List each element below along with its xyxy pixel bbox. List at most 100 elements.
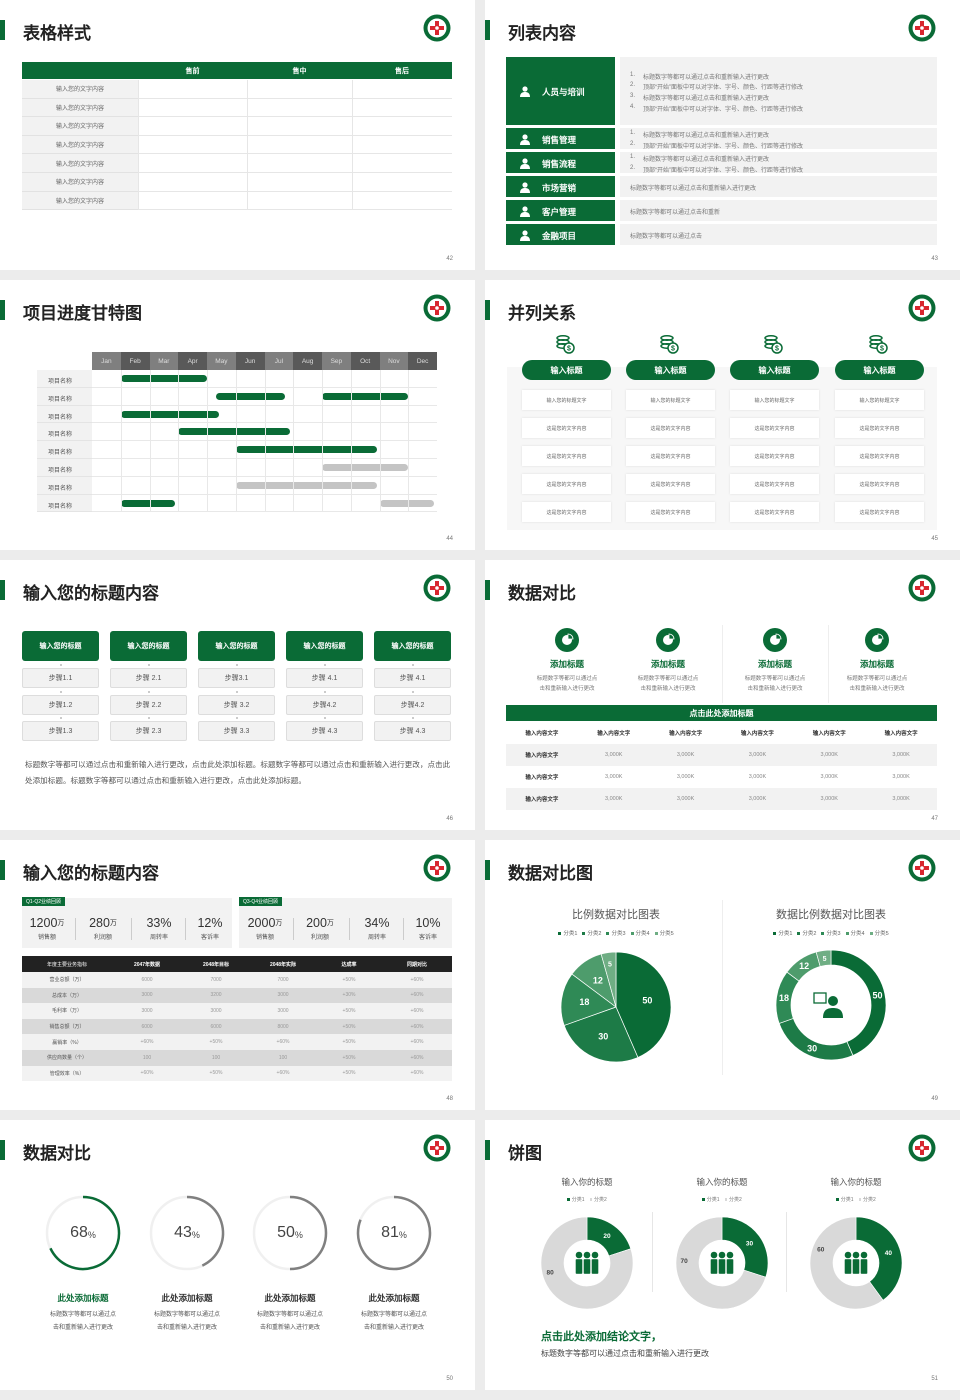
column-cell: 这是您的文字内容 (835, 446, 924, 466)
list-item-2[interactable]: 销售管理 (506, 128, 615, 149)
gantt-bar[interactable] (120, 410, 219, 418)
gantt-bar[interactable] (379, 499, 435, 507)
kpi-label: 销售额 (37, 935, 56, 941)
step-column-header[interactable]: 输入您的标题 (198, 631, 275, 661)
table-cell[interactable] (247, 98, 352, 118)
legend-item: 分类2 (582, 929, 601, 937)
table-cell[interactable] (352, 117, 452, 136)
data-label: 60 (817, 1246, 825, 1253)
icon-body (520, 235, 530, 241)
gantt-bar[interactable] (235, 446, 377, 454)
kpi-value: 34% (347, 915, 407, 931)
step-box[interactable]: 步骤1.3 (22, 721, 99, 741)
step-box[interactable]: 步骤 4.3 (286, 721, 363, 741)
column-title-pill[interactable]: 输入标题 (835, 360, 924, 380)
table-cell[interactable] (138, 135, 247, 155)
table-cell: 毛利率（万） (51, 1008, 82, 1015)
list-item-3[interactable]: 销售流程 (506, 152, 615, 173)
dollar-sign: $ (775, 346, 779, 353)
list-item-6[interactable]: 金融项目 (506, 224, 615, 245)
step-box[interactable]: 步骤 2.3 (110, 721, 187, 741)
chart-slice (600, 951, 617, 1008)
step-box[interactable]: 步骤1.2 (22, 694, 99, 715)
step-box[interactable]: 步骤 4.1 (286, 668, 363, 688)
step-box[interactable]: 步骤 4.1 (374, 668, 451, 688)
table-cell[interactable] (247, 154, 352, 173)
step-box[interactable]: 步骤4.2 (374, 694, 451, 715)
step-column-header[interactable]: 输入您的标题 (374, 631, 451, 661)
feature-desc: 标题数字等都可以通过点 (637, 675, 699, 682)
table-row (506, 766, 937, 788)
table-cell: +60% (276, 1070, 290, 1077)
gantt-grid-line (264, 370, 266, 513)
legend-item: 分类2 (858, 1196, 876, 1203)
gantt-row-label: 项目名称 (37, 370, 92, 388)
title-accent-bar (0, 1140, 5, 1160)
column-title-pill[interactable]: 输入标题 (626, 360, 715, 380)
gantt-bar[interactable] (235, 481, 377, 489)
step-box[interactable]: 步骤 3.2 (198, 694, 275, 715)
gantt-bar[interactable] (120, 499, 176, 507)
coins-icon: $ (869, 335, 888, 354)
table-cell[interactable] (352, 135, 452, 155)
icon-pie-slice (877, 633, 884, 640)
column-title-pill[interactable]: 输入标题 (730, 360, 819, 380)
recycle-icon-glyph (520, 157, 530, 169)
hospital-logo (423, 574, 451, 602)
table-cell[interactable] (352, 154, 452, 173)
step-column-header[interactable]: 输入您的标题 (110, 631, 187, 661)
list-item-content: 1. 标题数字等都可以通过点击和重新输入进行更改 2. 顶部“开始”面板中可以对字体、… (620, 152, 937, 174)
table-cell[interactable] (138, 117, 247, 136)
table-cell[interactable] (247, 80, 352, 99)
table-cell[interactable] (138, 191, 247, 211)
gantt-bar[interactable] (178, 428, 291, 436)
gantt-row-label: 项目名称 (37, 494, 92, 513)
ring-desc: 标题数字等都可以通过点 (256, 1311, 323, 1318)
table-cell: 总成本（万） (51, 992, 82, 999)
banner-title[interactable]: 点击此处添加标题 (506, 705, 937, 721)
gantt-bar[interactable] (322, 392, 409, 400)
table-cell: 管理效率（%） (49, 1070, 85, 1077)
table-cell[interactable] (247, 173, 352, 192)
step-box[interactable]: 步骤 4.3 (374, 721, 451, 741)
list-item-1[interactable]: 人员与培训 (506, 57, 615, 125)
ring-number: 50 (277, 1224, 295, 1241)
legend-label: 分类5 (659, 931, 674, 937)
step-box[interactable]: 步骤 3.3 (198, 721, 275, 741)
table-cell: +60% (140, 1039, 154, 1046)
step-box[interactable]: 步骤1.1 (22, 668, 99, 688)
step-column-header[interactable]: 输入您的标题 (286, 631, 363, 661)
table-cell[interactable] (138, 98, 247, 118)
list-item-label: 销售流程 (542, 158, 577, 169)
step-column-header[interactable]: 输入您的标题 (22, 631, 99, 661)
table-cell[interactable] (138, 173, 247, 192)
table-cell: 3,000K (676, 752, 695, 758)
step-box[interactable]: 步骤3.1 (198, 668, 275, 688)
ring-title: 此处添加标题 (161, 1293, 213, 1303)
table-cell[interactable] (352, 98, 452, 118)
table-cell[interactable] (247, 135, 352, 155)
table-cell[interactable] (247, 117, 352, 136)
gantt-bar[interactable] (215, 392, 285, 400)
gantt-bar[interactable] (322, 464, 409, 471)
table-cell[interactable] (138, 154, 247, 173)
step-box[interactable]: 步骤 2.1 (110, 668, 187, 688)
connector-dot (148, 664, 150, 666)
column-title-pill[interactable]: 输入标题 (522, 360, 611, 380)
list-item-5[interactable]: 客户管理 (506, 200, 615, 221)
step-box[interactable]: 步骤4.2 (286, 694, 363, 715)
step-box[interactable]: 步骤 2.2 (110, 694, 187, 715)
table-cell: 3,000K (605, 774, 623, 780)
table-cell[interactable] (352, 173, 452, 192)
table-cell[interactable] (247, 191, 352, 211)
table-cell[interactable] (352, 191, 452, 211)
table-cell[interactable] (352, 80, 452, 99)
gantt-month-header: Feb (120, 352, 150, 370)
column-cell: 这是您的文字内容 (626, 474, 715, 494)
table-cell[interactable] (138, 80, 247, 99)
coins-icon: $ (556, 335, 575, 354)
table-header-cell: 售后 (395, 67, 409, 75)
list-item-4[interactable]: 市场营销 (506, 176, 615, 197)
gantt-bar[interactable] (120, 375, 207, 382)
